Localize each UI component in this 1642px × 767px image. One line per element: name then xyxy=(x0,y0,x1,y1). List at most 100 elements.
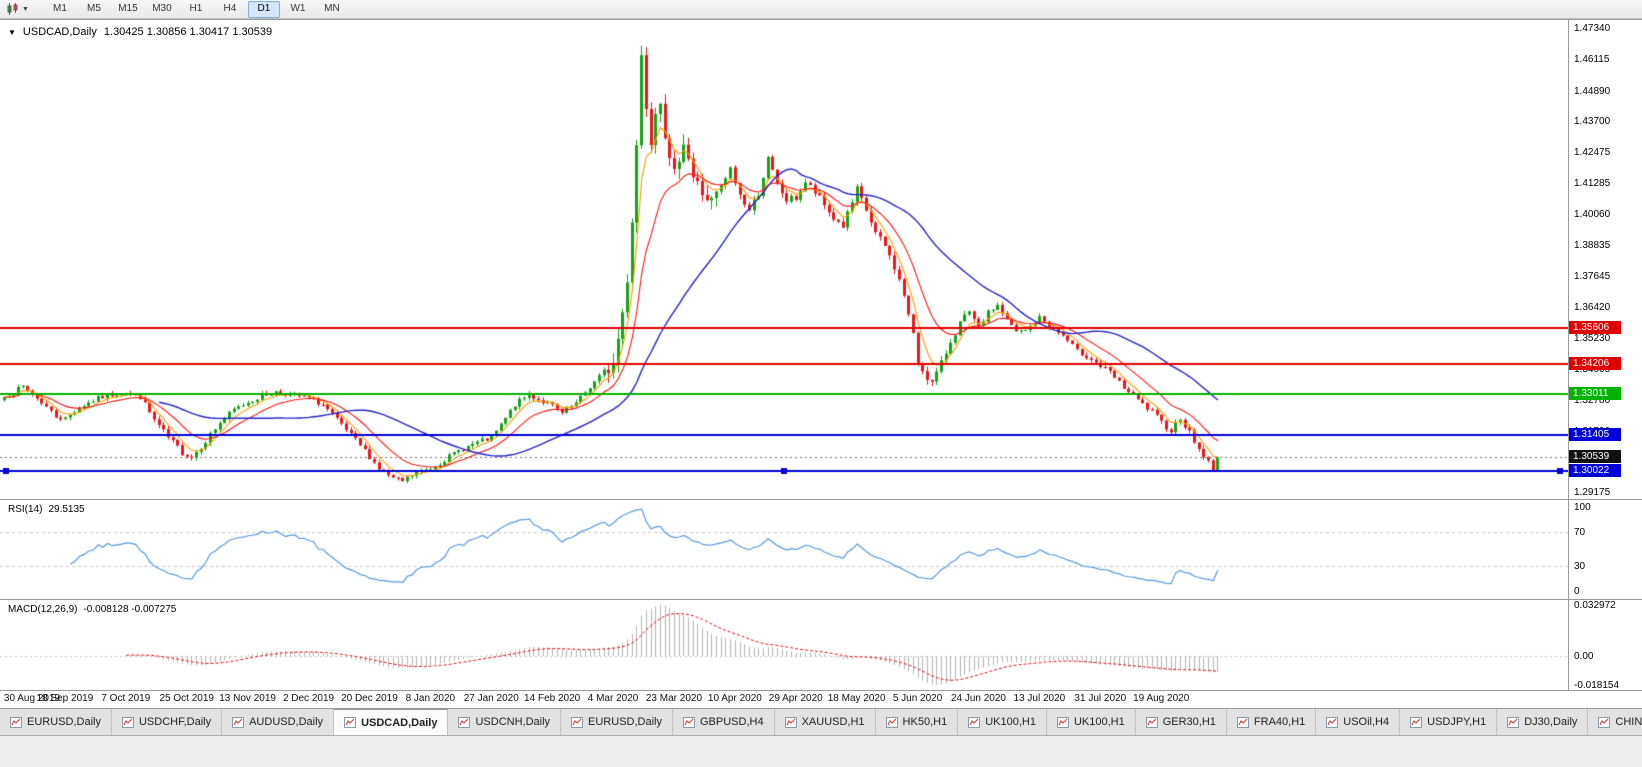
chart-tab-label: CHINA300,H1 xyxy=(1615,716,1642,728)
macd-scale[interactable]: 0.032972 0.00 -0.018154 xyxy=(1568,599,1642,691)
chart-tab-uk100-h1[interactable]: UK100,H1 xyxy=(958,709,1047,735)
chart-tab-icon xyxy=(10,716,22,728)
chart-tab-eurusd-daily[interactable]: EURUSD,Daily xyxy=(0,709,112,735)
chart-tab-dj30-daily[interactable]: DJ30,Daily xyxy=(1497,709,1589,735)
date-axis-label: 23 Mar 2020 xyxy=(645,693,703,704)
macd-label: MACD(12,26,9) xyxy=(8,604,78,615)
chart-symbol-period: USDCAD,Daily xyxy=(22,26,97,38)
hline-price-badge: 1.31405 xyxy=(1569,428,1621,442)
macd-panel[interactable]: MACD(12,26,9) -0.008128 -0.007275 0.0329… xyxy=(0,600,1642,691)
rsi-scale-label: 30 xyxy=(1574,560,1586,572)
price-scale-label: 1.46115 xyxy=(1574,54,1610,66)
macd-chart-canvas[interactable] xyxy=(0,600,1568,689)
rsi-panel[interactable]: RSI(14) 29.5135 100 70 30 0 xyxy=(0,500,1642,600)
timeframe-button-m30[interactable]: M30 xyxy=(152,2,172,14)
macd-values: -0.008128 -0.007275 xyxy=(83,604,177,615)
chart-tab-icon xyxy=(1145,716,1158,728)
date-axis-label: 25 Oct 2019 xyxy=(159,693,214,704)
chart-tab-usdchf-daily[interactable]: USDCHF,Daily xyxy=(111,709,223,735)
chart-tab-icon xyxy=(232,716,245,728)
chart-tab-icon xyxy=(683,716,695,728)
date-axis-label: 19 Aug 2020 xyxy=(1133,693,1190,704)
chart-tab-label: UK100,H1 xyxy=(1073,716,1125,728)
timeframe-button-m5[interactable]: M5 xyxy=(86,2,101,14)
chart-tab-label: DJ30,Daily xyxy=(1524,716,1578,728)
timeframe-button-mn[interactable]: MN xyxy=(324,2,340,14)
hline-price-badge: 1.30022 xyxy=(1569,463,1621,477)
macd-scale-label: 0.00 xyxy=(1574,651,1594,663)
date-axis-label: 2 Dec 2019 xyxy=(282,693,335,704)
chart-tab-ger30-h1[interactable]: GER30,H1 xyxy=(1135,709,1227,735)
chart-dropdown-icon[interactable]: ▼ xyxy=(8,27,16,37)
date-axis-label: 18 May 2020 xyxy=(827,693,886,704)
date-axis-label: 5 Jun 2020 xyxy=(892,693,943,704)
chart-tab-label: AUDUSD,Daily xyxy=(249,716,324,728)
timeframe-button-w1[interactable]: W1 xyxy=(290,2,306,14)
chart-tab-usdcnh-daily[interactable]: USDCNH,Daily xyxy=(448,709,562,735)
price-scale[interactable]: 1.47340 1.46115 1.44890 1.43700 1.42475 1.412… xyxy=(1568,20,1642,499)
chart-tab-xauusd-h1[interactable]: XAUUSD,H1 xyxy=(774,709,876,735)
chart-tab-usdjpy-h1[interactable]: USDJPY,H1 xyxy=(1400,709,1498,735)
timeframe-button-h1[interactable]: H1 xyxy=(189,2,203,14)
date-axis-label: 13 Jul 2020 xyxy=(1013,693,1066,704)
chart-tab-label: USDCNH,Daily xyxy=(475,716,551,728)
chart-tab-fra40-h1[interactable]: FRA40,H1 xyxy=(1226,709,1317,735)
price-scale-label: 1.40060 xyxy=(1574,209,1611,221)
date-axis-label: 18 Sep 2019 xyxy=(36,693,94,704)
chart-tab-icon xyxy=(1326,716,1339,728)
price-scale-label: 1.36420 xyxy=(1574,302,1611,314)
timeframe-button-m1[interactable]: M1 xyxy=(52,2,67,14)
chart-tab-uk100-h1[interactable]: UK100,H1 xyxy=(1046,709,1136,735)
chart-tab-label: EURUSD,Daily xyxy=(27,716,101,728)
macd-title: MACD(12,26,9) -0.008128 -0.007275 xyxy=(8,604,176,615)
chart-tab-label: GBPUSD,H4 xyxy=(700,716,764,728)
rsi-scale-label: 70 xyxy=(1574,527,1586,539)
chart-tab-label: HK50,H1 xyxy=(902,716,948,728)
chart-tab-icon xyxy=(968,716,981,728)
chart-tab-icon xyxy=(1410,716,1423,728)
chart-tab-icon xyxy=(1236,716,1249,728)
date-axis-label: 10 Apr 2020 xyxy=(707,693,762,704)
time-axis[interactable]: 30 Aug 2019 18 Sep 2019 7 Oct 2019 25 Oct 2… xyxy=(0,691,1642,709)
chart-window: ▼ USDCAD,Daily 1.30425 1.30856 1.30417 1… xyxy=(0,19,1642,767)
chart-tab-usoil-h4[interactable]: USOil,H4 xyxy=(1316,709,1401,735)
timeframe-button-h4[interactable]: H4 xyxy=(223,2,237,14)
chart-tab-icon xyxy=(1598,716,1611,728)
date-axis-label: 14 Feb 2020 xyxy=(524,693,581,704)
chart-tab-icon xyxy=(885,716,898,728)
chart-type-icon[interactable]: ▼ xyxy=(3,2,32,16)
chart-tab-label: USDJPY,H1 xyxy=(1427,716,1487,728)
chart-tab-gbpusd-h4[interactable]: GBPUSD,H4 xyxy=(673,709,775,735)
candlestick-glyph xyxy=(7,3,18,15)
date-axis-label: 30 Aug 2019 xyxy=(3,693,61,704)
rsi-scale[interactable]: 100 70 30 0 xyxy=(1568,500,1642,599)
date-axis-label: 20 Dec 2019 xyxy=(341,693,398,704)
macd-scale-label: -0.018154 xyxy=(1574,679,1620,691)
price-scale-label: 1.42475 xyxy=(1574,147,1611,159)
price-scale-label: 1.37645 xyxy=(1574,270,1611,282)
timeframe-buttons: M1 M5 M15 M30 H1 H4 D1 W1 MN xyxy=(44,0,348,18)
hline-price-badge: 1.33011 xyxy=(1569,387,1621,401)
rsi-title: RSI(14) 29.5135 xyxy=(8,504,85,515)
rsi-value: 29.5135 xyxy=(48,504,85,515)
timeframe-button-m15[interactable]: M15 xyxy=(118,2,138,14)
chart-tab-icon xyxy=(458,716,471,728)
price-chart-panel[interactable]: ▼ USDCAD,Daily 1.30425 1.30856 1.30417 1… xyxy=(0,20,1642,500)
chart-tab-china300-h1[interactable]: CHINA300,H1 xyxy=(1588,709,1642,735)
chart-tab-label: USDCHF,Daily xyxy=(138,716,212,728)
chart-tab-eurusd-daily[interactable]: EURUSD,Daily xyxy=(561,709,673,735)
rsi-chart-canvas[interactable] xyxy=(0,500,1568,598)
chart-tab-icon xyxy=(344,717,357,728)
price-scale-label: 1.35230 xyxy=(1574,332,1611,344)
price-scale-label: 1.29175 xyxy=(1574,487,1611,499)
chart-tab-label: USDCAD,Daily xyxy=(361,716,438,729)
chart-tab-audusd-daily[interactable]: AUDUSD,Daily xyxy=(222,709,335,735)
chart-tab-hk50-h1[interactable]: HK50,H1 xyxy=(875,709,959,735)
timeframe-button-d1[interactable]: D1 xyxy=(247,0,280,18)
date-axis-label: 24 Jun 2020 xyxy=(950,693,1006,704)
chart-tab-usdcad-daily[interactable]: USDCAD,Daily xyxy=(334,709,449,735)
candlestick-chart-canvas[interactable] xyxy=(0,20,1568,498)
chart-tab-label: XAUUSD,H1 xyxy=(801,716,865,728)
macd-scale-label: 0.032972 xyxy=(1574,599,1616,611)
rsi-scale-label: 100 xyxy=(1574,502,1591,513)
